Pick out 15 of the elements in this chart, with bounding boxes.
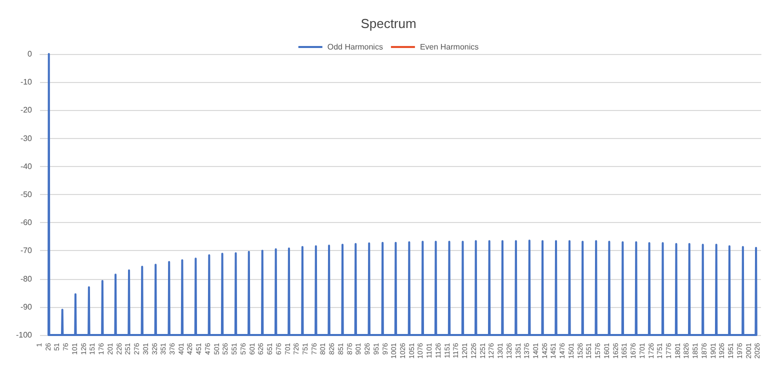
chart-title: Spectrum bbox=[360, 16, 416, 31]
y-tick-label: -20 bbox=[20, 106, 33, 115]
y-tick-label: -60 bbox=[20, 218, 33, 228]
y-tick-label: 0 bbox=[28, 50, 33, 58]
legend-label: Odd Harmonics bbox=[327, 42, 383, 52]
y-tick-label: -50 bbox=[20, 190, 33, 199]
y-tick-label: -30 bbox=[20, 134, 33, 143]
y-tick-label: -80 bbox=[20, 274, 33, 284]
y-tick-label: -90 bbox=[20, 302, 33, 312]
y-tick-label: -100 bbox=[16, 330, 33, 340]
legend-label: Even Harmonics bbox=[420, 42, 479, 52]
y-tick-label: -10 bbox=[20, 78, 33, 87]
line-series bbox=[48, 53, 758, 336]
y-tick-label: -40 bbox=[20, 162, 33, 171]
y-tick-label: -70 bbox=[20, 246, 33, 256]
